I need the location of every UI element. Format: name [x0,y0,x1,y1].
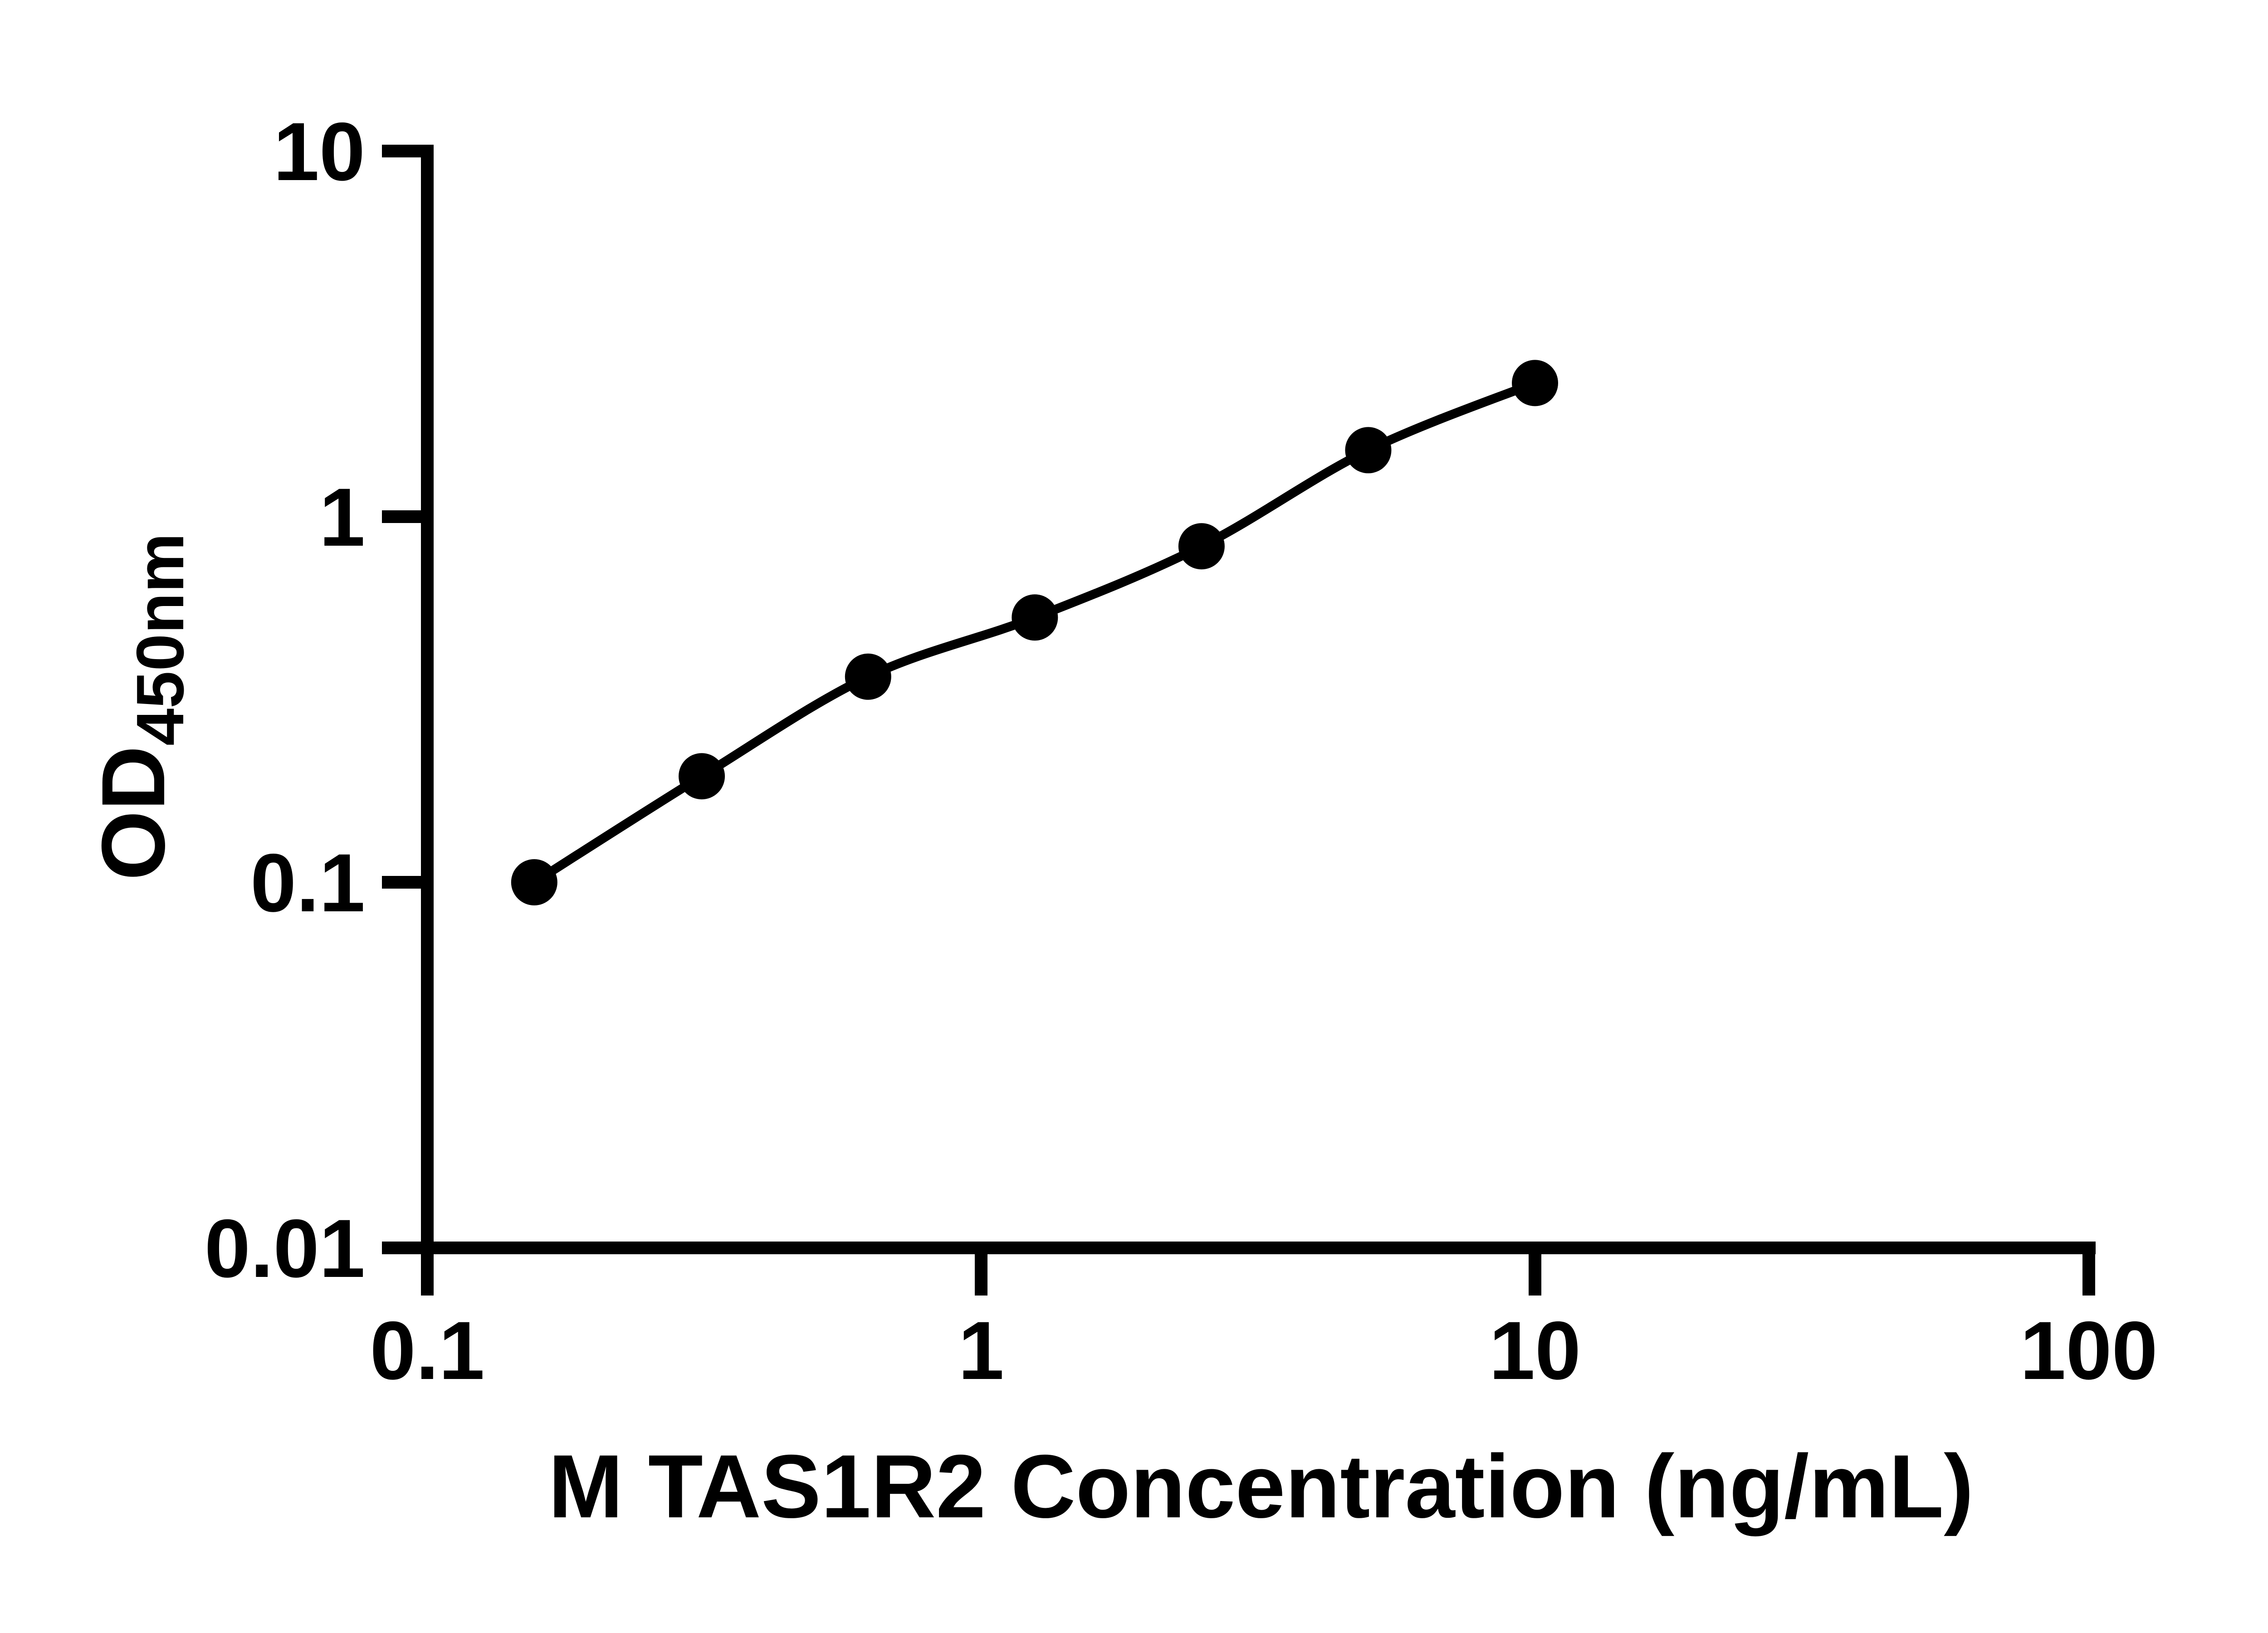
y-tick-label-10: 10 [274,105,365,198]
data-point-0.156 [511,859,557,905]
data-point-0.313 [679,753,725,800]
y-tick-label-0.1: 0.1 [250,836,365,929]
x-tick-label-100: 100 [2020,1304,2158,1397]
data-point-10 [1512,360,1558,406]
y-tick-label-1: 1 [319,471,365,563]
y-axis-title-main: OD [83,746,183,880]
data-point-2.5 [1178,523,1225,570]
x-axis-title: M TAS1R2 Concentration (ng/mL) [548,1436,1974,1536]
y-axis-title: OD450nm [83,533,198,880]
x-tick-label-10: 10 [1489,1304,1581,1397]
y-tick-label-0.01: 0.01 [205,1202,365,1295]
data-point-0.625 [845,653,891,700]
data-point-1.25 [1012,594,1058,641]
data-series-layer [511,360,1558,905]
y-axis-title-subscript: 450nm [123,533,198,746]
data-point-5 [1345,427,1392,474]
x-tick-label-0.1: 0.1 [370,1304,484,1397]
x-tick-label-1: 1 [958,1304,1004,1397]
